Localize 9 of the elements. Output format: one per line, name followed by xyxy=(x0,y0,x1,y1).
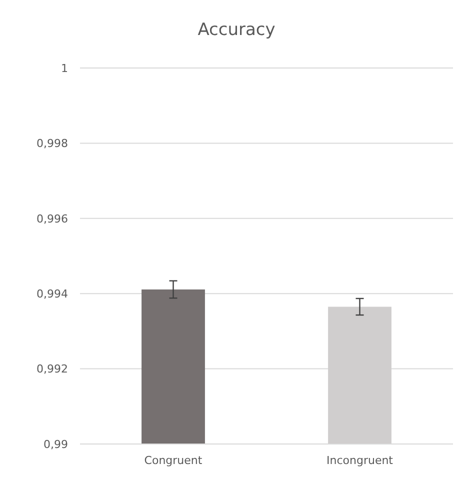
y-tick-label: 1 xyxy=(61,62,68,75)
y-tick-label: 0,996 xyxy=(36,212,68,226)
y-tick-label: 0,998 xyxy=(36,137,68,150)
y-tick-label: 0,994 xyxy=(36,287,68,300)
x-tick-label: Incongruent xyxy=(326,454,394,467)
chart-title: Accuracy xyxy=(198,20,276,40)
y-tick-label: 0,99 xyxy=(44,438,68,451)
y-tick-label: 0,992 xyxy=(36,362,68,376)
x-tick-label: Congruent xyxy=(144,454,203,467)
